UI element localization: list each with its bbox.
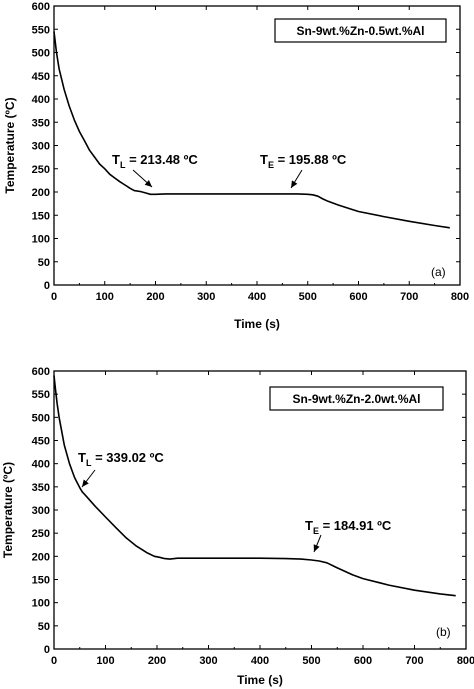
- y-tick-label: 450: [32, 71, 50, 83]
- panel-label: (b): [436, 625, 451, 639]
- legend-box: [274, 18, 447, 43]
- y-tick-label: 300: [32, 141, 50, 153]
- x-tick-label: 800: [457, 655, 474, 667]
- y-tick-label: 450: [32, 436, 50, 448]
- annotation-subscript: E: [268, 160, 274, 170]
- x-tick-label: 0: [51, 655, 57, 667]
- annotation-subscript: L: [120, 160, 126, 170]
- y-tick-label: 50: [38, 621, 50, 633]
- y-tick-label: 350: [32, 482, 50, 494]
- x-tick-label: 500: [299, 291, 317, 303]
- y-axis-title: Temperature (ºC): [3, 97, 17, 193]
- annotation-arrowhead: [313, 544, 320, 552]
- annotation-value: = 339.02 ºC: [91, 450, 164, 465]
- x-tick-label: 400: [251, 655, 269, 667]
- y-tick-label: 250: [32, 528, 50, 540]
- y-tick-label: 300: [32, 505, 50, 517]
- y-tick-label: 550: [32, 389, 50, 401]
- y-tick-label: 600: [32, 1, 50, 13]
- y-tick-label: 550: [32, 24, 50, 36]
- y-tick-label: 500: [32, 412, 50, 424]
- series-line: [53, 375, 456, 597]
- y-tick-label: 0: [44, 644, 50, 656]
- x-tick-label: 700: [400, 291, 418, 303]
- x-tick-label: 400: [248, 291, 266, 303]
- annotation-arrowhead: [291, 180, 298, 188]
- y-tick-label: 150: [32, 210, 50, 222]
- x-axis-title: Time (s): [234, 317, 280, 331]
- x-tick-label: 100: [96, 291, 114, 303]
- x-tick-label: 0: [51, 291, 57, 303]
- y-tick-label: 100: [32, 234, 50, 246]
- x-tick-label: 300: [197, 291, 215, 303]
- annotation-te: TE = 184.91 ºC: [305, 518, 392, 536]
- y-tick-label: 500: [32, 48, 50, 60]
- y-tick-label: 400: [32, 459, 50, 471]
- y-tick-label: 200: [32, 551, 50, 563]
- y-tick-label: 0: [44, 280, 50, 292]
- y-tick-label: 600: [32, 366, 50, 378]
- annotation-tl: TL = 213.48 ºC: [112, 152, 198, 170]
- panel-label: (a): [431, 265, 446, 279]
- x-tick-label: 200: [148, 655, 166, 667]
- chart-a: 0 100 200 300 400 500 600 700 800 0 50 100 150 200 250…: [3, 1, 469, 331]
- annotation-tl: TL = 339.02 ºC: [78, 450, 164, 468]
- annotation-subscript: L: [86, 458, 92, 468]
- annotation-value: = 184.91 ºC: [319, 518, 392, 533]
- chart-b: 0 100 200 300 400 500 600 700 800 0 50 100 150 200 250…: [1, 366, 474, 687]
- annotation-arrowhead: [82, 479, 89, 487]
- x-tick-label: 100: [96, 655, 114, 667]
- annotation-te: TE = 195.88 ºC: [260, 152, 347, 170]
- annotation-subscript: E: [313, 526, 319, 536]
- series-line: [53, 31, 450, 229]
- x-tick-label: 500: [302, 655, 320, 667]
- annotation-arrowhead: [144, 179, 152, 187]
- x-tick-label: 600: [354, 655, 372, 667]
- annotation-symbol: T: [305, 518, 313, 533]
- y-tick-label: 150: [32, 575, 50, 587]
- annotation-value: = 213.48 ºC: [125, 152, 198, 167]
- x-tick-label: 300: [199, 655, 217, 667]
- y-tick-label: 350: [32, 117, 50, 129]
- legend-label: Sn-9wt.%Zn-0.5wt.%Al: [296, 24, 424, 38]
- annotation-value: = 195.88 ºC: [274, 152, 347, 167]
- y-tick-label: 400: [32, 94, 50, 106]
- annotation-symbol: T: [78, 450, 86, 465]
- plot-frame: [53, 370, 467, 650]
- x-axis-title: Time (s): [237, 673, 283, 687]
- y-tick-label: 200: [32, 187, 50, 199]
- x-tick-label: 700: [405, 655, 423, 667]
- x-tick-label: 800: [451, 291, 469, 303]
- y-tick-label: 100: [32, 598, 50, 610]
- legend-label: Sn-9wt.%Zn-2.0wt.%Al: [292, 392, 420, 406]
- y-tick-label: 250: [32, 164, 50, 176]
- x-tick-label: 200: [146, 291, 164, 303]
- y-axis-title: Temperature (ºC): [1, 462, 15, 558]
- y-tick-label: 50: [38, 257, 50, 269]
- plot-frame: [53, 5, 461, 286]
- annotation-symbol: T: [260, 152, 268, 167]
- annotation-symbol: T: [112, 152, 120, 167]
- x-tick-label: 600: [349, 291, 367, 303]
- legend-box: [269, 386, 444, 411]
